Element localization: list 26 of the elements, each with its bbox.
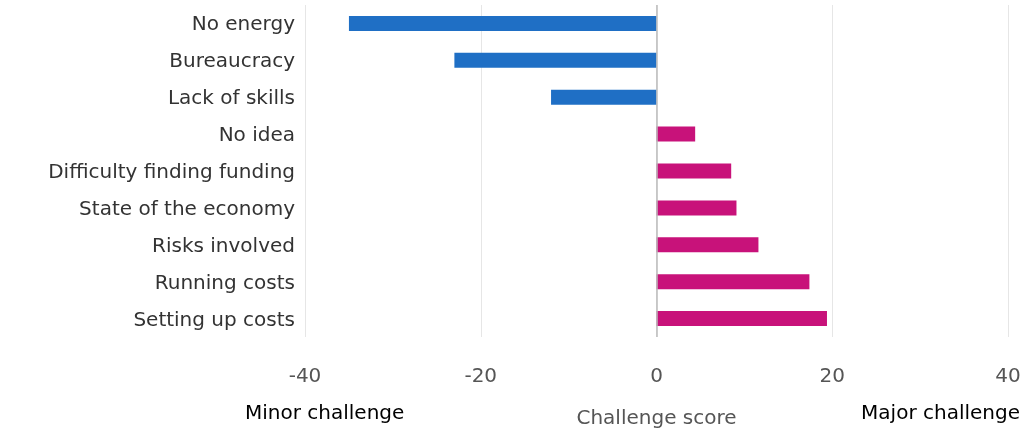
- x-tick-label: -40: [288, 363, 322, 387]
- y-tick-label: Setting up costs: [133, 306, 295, 331]
- bar: [348, 15, 657, 31]
- y-tick-label: No idea: [218, 122, 295, 147]
- text: Minor challenge: [245, 400, 405, 424]
- text: Major challenge: [861, 400, 1020, 424]
- y-tick-label: Risks involved: [152, 232, 295, 257]
- x-tick-label: 20: [819, 363, 845, 387]
- y-tick-label: No energy: [191, 11, 296, 36]
- y-tick-label: Running costs: [154, 269, 295, 294]
- x-axis-title: Challenge score: [576, 405, 737, 429]
- y-tick-label: State of the economy: [79, 195, 296, 220]
- bar: [656, 237, 759, 253]
- x-tick-label: 40: [995, 363, 1021, 387]
- y-tick-label: Bureaucracy: [169, 48, 296, 73]
- bar: [656, 274, 810, 290]
- bar: [454, 52, 657, 68]
- bar: [656, 126, 696, 142]
- y-tick-label: Lack of skills: [167, 85, 295, 110]
- bar: [656, 163, 732, 179]
- bar: [551, 89, 657, 105]
- y-tick-label: Difficulty finding funding: [48, 159, 295, 183]
- x-tick-label: 0: [650, 363, 663, 387]
- x-tick-label: -20: [464, 363, 498, 387]
- bar: [656, 311, 827, 327]
- bar: [656, 200, 737, 216]
